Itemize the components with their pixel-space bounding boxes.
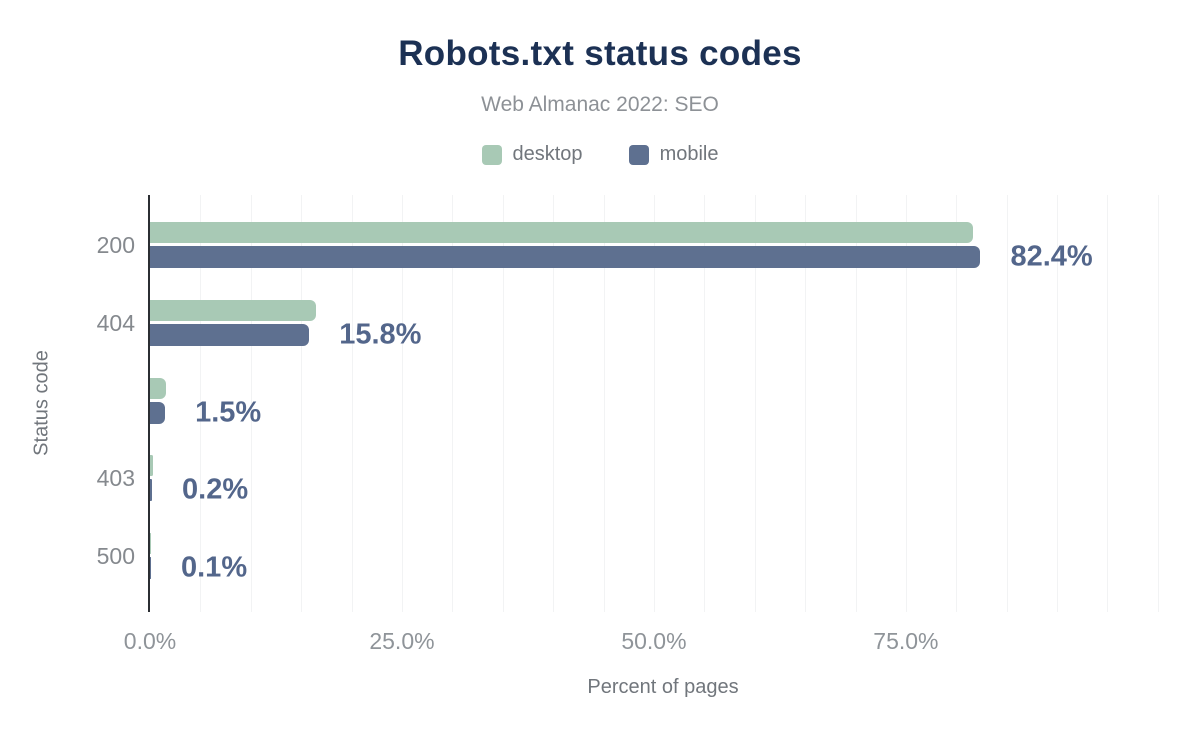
plot-gridline <box>502 195 504 612</box>
mobile-swatch-icon <box>628 144 649 165</box>
bar-mobile-row3 <box>150 402 166 424</box>
legend-label-mobile: mobile <box>659 143 719 165</box>
plot-gridline <box>1057 195 1059 612</box>
plot-region: 0.0% 25.0% 50.0% 75.0% 200 82.4% 404 15.8% 1.5% 4… <box>97 195 1176 654</box>
bar-mobile-403 <box>150 479 153 501</box>
x-axis-title: Percent of pages <box>587 676 739 698</box>
legend-item-mobile: mobile <box>628 143 719 166</box>
plot-gridline <box>855 195 857 612</box>
legend: desktop mobile <box>0 143 1200 166</box>
category-label-200: 200 <box>96 232 135 258</box>
y-axis-line <box>148 195 150 612</box>
value-label-200: 82.4% <box>1010 240 1093 273</box>
bar-desktop-403 <box>150 455 154 476</box>
plot-gridline <box>905 195 907 612</box>
plot-gridline <box>805 195 807 612</box>
plot-gridline <box>200 195 202 612</box>
bar-mobile-500 <box>150 557 151 579</box>
plot-gridline <box>603 195 605 612</box>
bar-mobile-404 <box>150 324 310 346</box>
plot-gridline <box>452 195 454 612</box>
plot-gridline <box>250 195 252 612</box>
plot-gridline <box>754 195 756 612</box>
value-label-404: 15.8% <box>339 318 422 351</box>
category-label-403: 403 <box>96 465 135 491</box>
bar-mobile-200 <box>150 246 981 268</box>
x-tick-label: 0.0% <box>123 628 177 654</box>
bar-desktop-row3 <box>150 378 167 399</box>
y-axis-title: Status code <box>30 350 53 456</box>
legend-label-desktop: desktop <box>512 143 583 165</box>
plot-gridline <box>351 195 353 612</box>
plot-gridline <box>553 195 555 612</box>
x-tick-label: 25.0% <box>369 628 435 654</box>
chart-subtitle: Web Almanac 2022: SEO <box>481 93 719 116</box>
x-tick-label: 75.0% <box>873 628 939 654</box>
desktop-swatch-icon <box>481 144 502 165</box>
bar-desktop-200 <box>150 222 974 243</box>
category-label-404: 404 <box>96 310 135 336</box>
value-label-row3: 1.5% <box>195 396 262 429</box>
legend-item-desktop: desktop <box>481 143 583 166</box>
plot-gridline <box>653 195 655 612</box>
x-tick-label: 50.0% <box>621 628 687 654</box>
plot-gridline <box>1157 195 1159 612</box>
chart-title: Robots.txt status codes <box>398 34 802 73</box>
plot-gridline <box>401 195 403 612</box>
plot-gridline <box>1006 195 1008 612</box>
bar-desktop-500 <box>150 533 151 554</box>
bar-desktop-404 <box>150 300 317 321</box>
value-label-500: 0.1% <box>181 551 248 584</box>
category-label-500: 500 <box>96 543 135 569</box>
plot-gridline <box>301 195 303 612</box>
plot-gridline <box>704 195 706 612</box>
plot-gridline <box>1107 195 1109 612</box>
plot-gridline <box>956 195 958 612</box>
value-label-403: 0.2% <box>182 473 249 506</box>
